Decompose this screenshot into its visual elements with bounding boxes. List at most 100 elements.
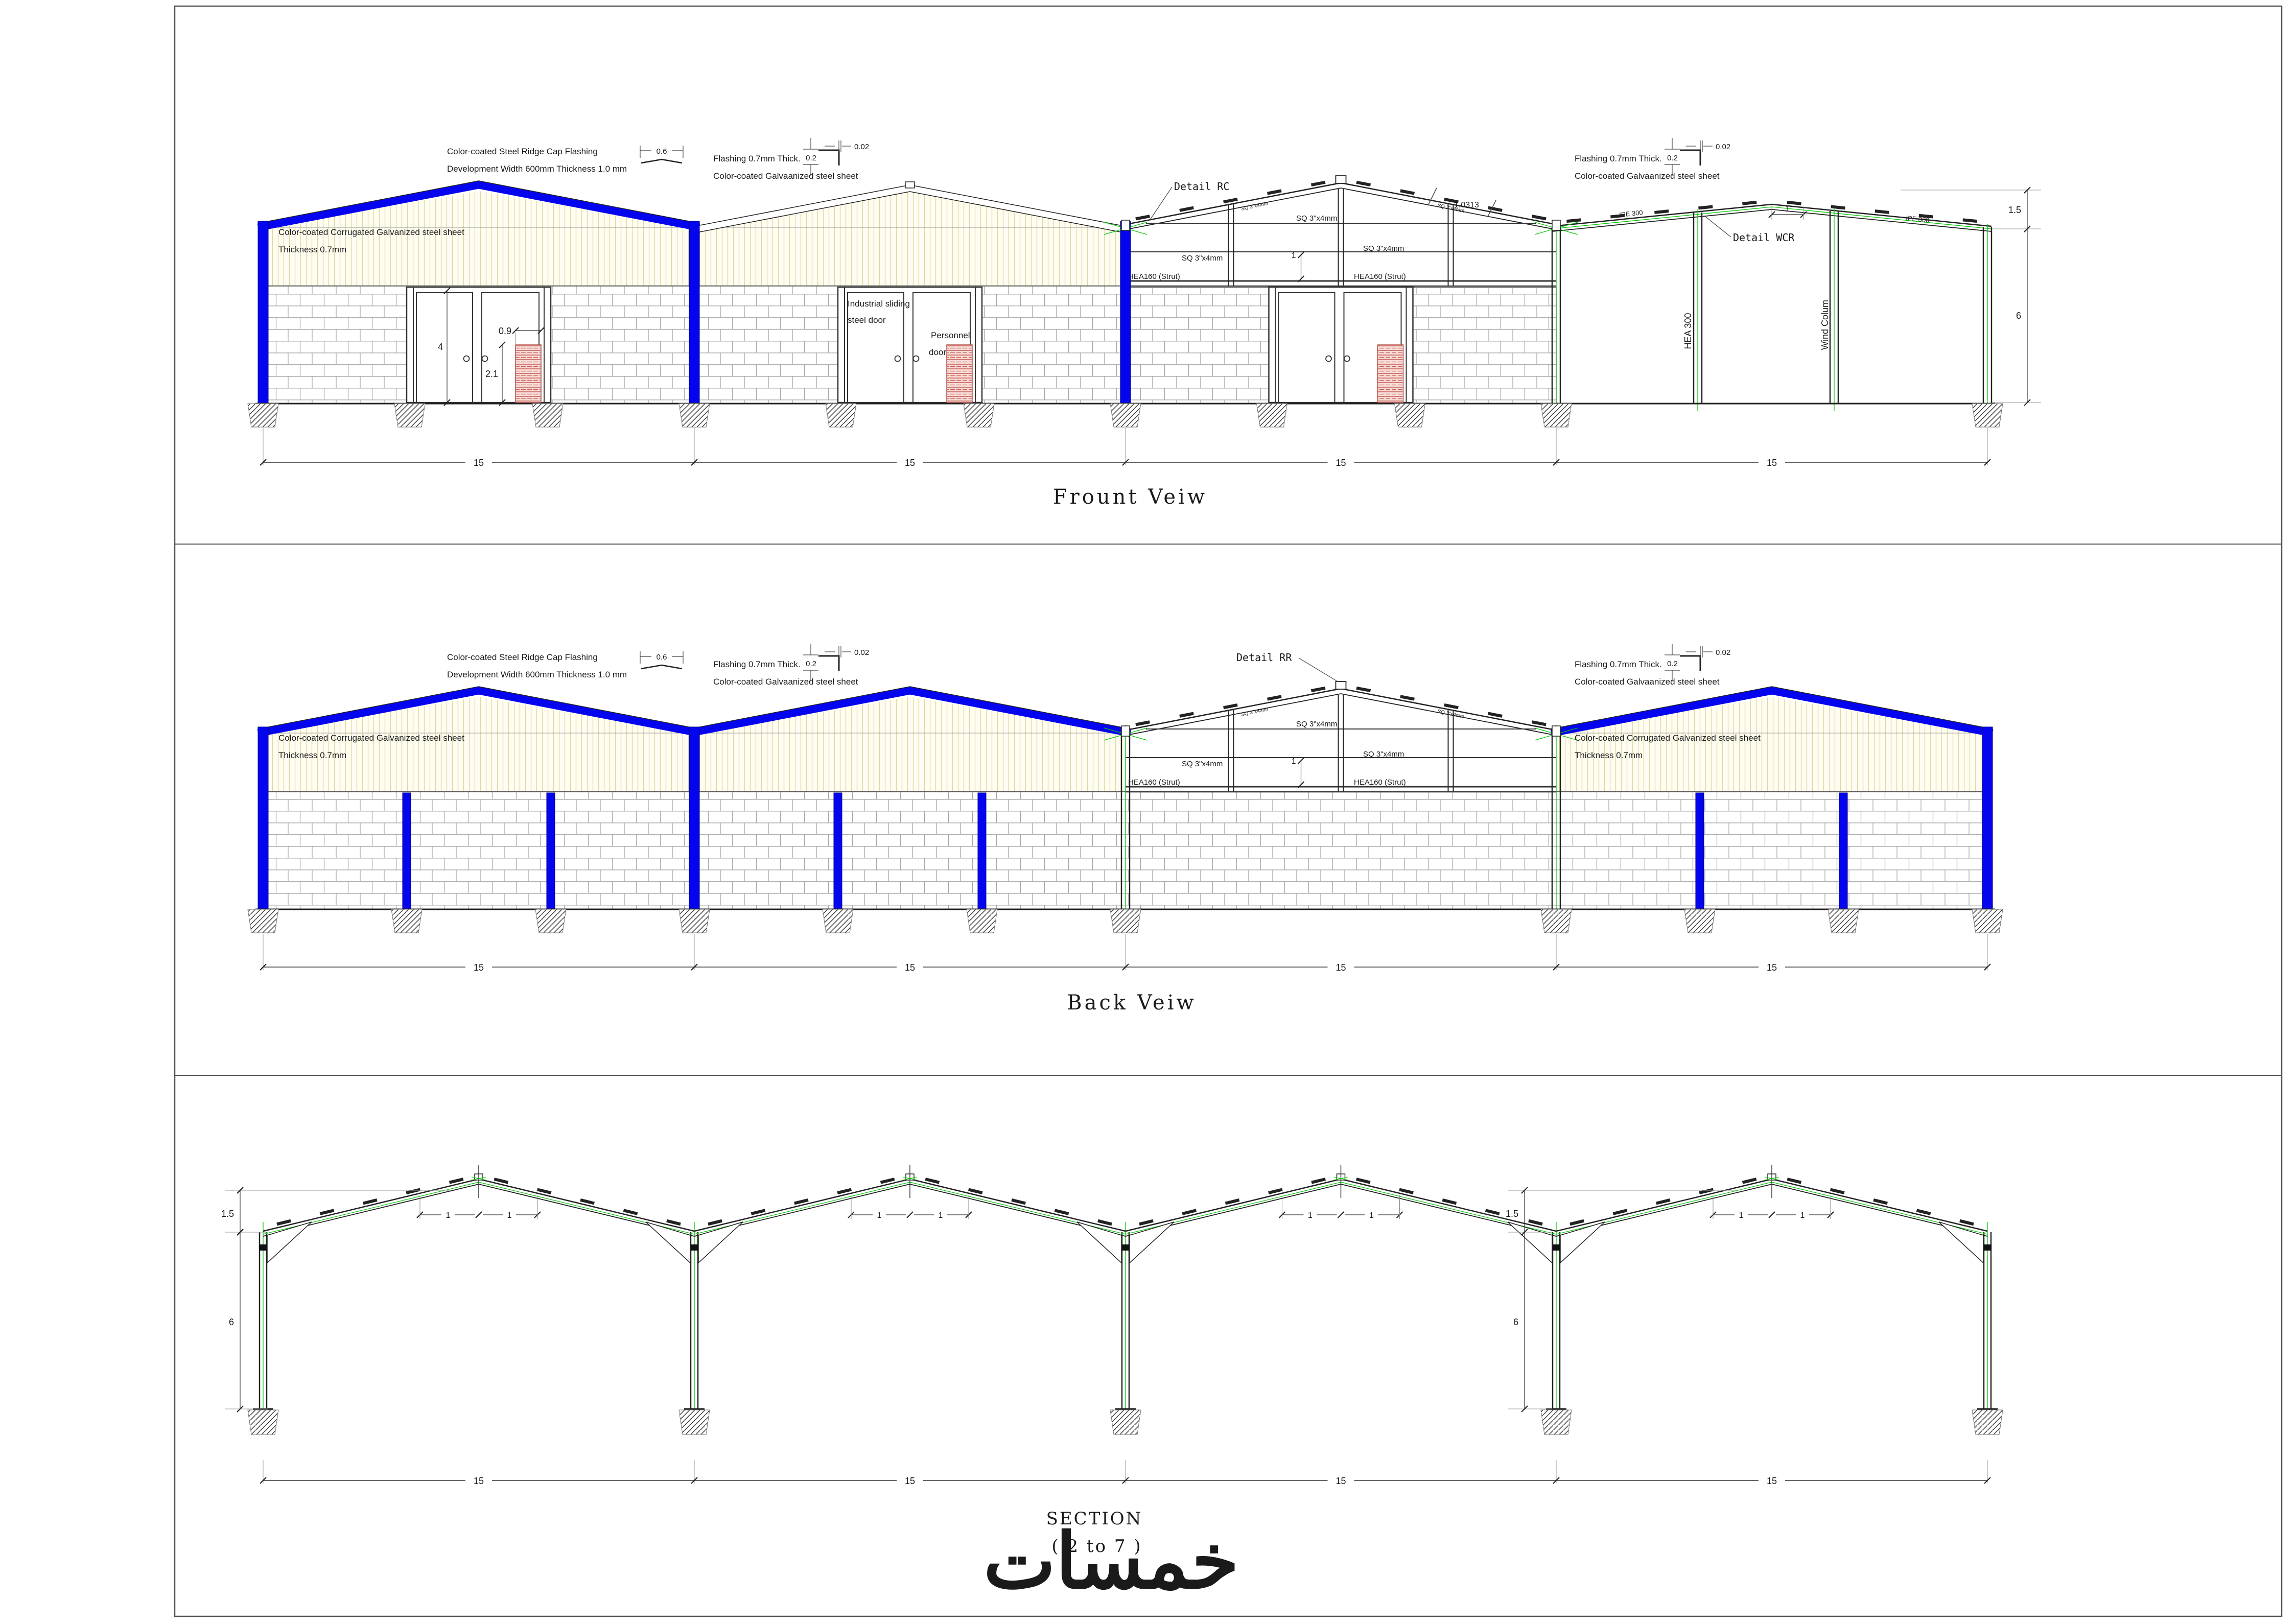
watermark-text: خمسات [983, 1518, 1239, 1604]
rafter [478, 1178, 695, 1232]
dim-tick [1297, 251, 1305, 258]
dim-tick [1122, 1477, 1129, 1484]
purlin-block [1400, 695, 1415, 701]
one-meter-dim: 1 [939, 1211, 943, 1220]
foundation-block [1972, 403, 2003, 428]
ipe300-label: IPE 300 [1619, 208, 1644, 219]
foundation-block [678, 1409, 710, 1435]
dim-tick [691, 963, 698, 971]
detail-wcr-callout: Detail WCR [1733, 231, 1795, 244]
dim-gap [1327, 1473, 1354, 1486]
flashing-profile [818, 655, 840, 671]
wall-cladding [263, 227, 695, 287]
bay-dimension: 15 [1767, 962, 1777, 973]
wall-sheet-note: Color-coated Corrugated Galvanized steel… [1575, 733, 1761, 743]
purlin-block [1268, 1188, 1283, 1195]
dim-tick [2024, 186, 2031, 194]
dim-tick [1521, 1405, 1528, 1413]
purlin-block [276, 1219, 291, 1226]
foundation-block [1828, 909, 1859, 933]
ridge-cap-note: Development Width 600mm Thickness 1.0 mm [447, 164, 627, 174]
purlin-block [1310, 686, 1326, 693]
rise-dim: 1.5 [1506, 1209, 1518, 1219]
one-meter-dim: 1 [1292, 251, 1296, 260]
valley-gusset [1121, 725, 1130, 737]
bay-dimension: 15 [905, 458, 915, 468]
roof-band-blue [257, 687, 700, 737]
purlin-block [363, 1198, 378, 1205]
ridge-cap-profile [641, 158, 683, 164]
door-handle [481, 355, 488, 362]
one-meter-dim: 1 [1308, 1211, 1313, 1220]
ridge-cap-note: Color-coated Steel Ridge Cap Flashing [447, 147, 598, 156]
flashing-note: Color-coated Galvaanized steel sheet [713, 171, 858, 181]
leader [1705, 216, 1731, 238]
purlin-block [580, 1198, 595, 1205]
rafter-purlin-label: SQ 3"x4mm [1240, 201, 1269, 212]
purlin-block [1355, 1178, 1371, 1184]
dim-tick [260, 1477, 267, 1484]
roof-band-edge [257, 686, 700, 729]
flashing-profile [818, 149, 840, 166]
one-meter-dim: 1 [1369, 1211, 1374, 1220]
valley-gusset [1552, 220, 1561, 231]
haunch [1076, 1221, 1122, 1264]
sq-purlin-label: SQ 3"x4mm [1182, 254, 1223, 263]
dim-tick [1487, 200, 1496, 217]
dim-tick [443, 399, 451, 406]
gable-cladding [263, 697, 694, 733]
dim-tick [1521, 1187, 1528, 1194]
flashing-note: Color-coated Galvaanized steel sheet [1575, 677, 1720, 687]
sheet-border [174, 5, 2283, 1617]
dim-tick [499, 341, 506, 348]
wall-sheet-note: Thickness 0.7mm [1575, 750, 1643, 760]
one-meter-dim: 1 [1292, 757, 1296, 766]
purlin-block [1873, 1198, 1888, 1205]
dim-tick [1122, 963, 1129, 971]
foundation-block [247, 403, 279, 428]
roof-outline [689, 191, 1131, 234]
purlin-block [1528, 1219, 1543, 1226]
door-handle [912, 355, 920, 362]
strut-label: HEA160 (Strut) [1128, 272, 1180, 281]
purlin-block [1225, 1198, 1240, 1205]
one-meter-dim: 1 [446, 1211, 451, 1220]
personnel-door [515, 344, 542, 403]
dim-tick [475, 1211, 482, 1218]
flashing-note: Flashing 0.7mm Thick. [713, 660, 801, 669]
roof-band-blue [1550, 687, 1994, 737]
dim-tick [1553, 459, 1560, 466]
rafter [263, 1178, 479, 1232]
purlin-block [1962, 218, 1977, 223]
one-meter-dim: 1 [1739, 1211, 1744, 1220]
purlin-block [1654, 209, 1669, 214]
purlin-block [494, 1178, 509, 1184]
door-handle [463, 355, 470, 362]
valley-gusset [1552, 725, 1561, 737]
purlin-block [449, 1178, 464, 1184]
outer-border [174, 5, 2283, 1617]
detail-rc-callout: Detail RC [1174, 180, 1229, 193]
flashing-note: Flashing 0.7mm Thick. [713, 154, 801, 163]
dim-tick [1337, 1211, 1345, 1218]
purlin-block [1097, 1219, 1112, 1226]
dim-gap [1759, 1473, 1785, 1486]
flashing-dim-02: 0.2 [806, 660, 816, 668]
purlin-spacing-dim: 1.0313 [1454, 201, 1479, 209]
dim-gap [503, 1208, 516, 1219]
flashing-dim-002: 0.02 [1716, 648, 1730, 657]
purlin-block [1011, 1198, 1026, 1205]
flashing-dim-02: 0.2 [1667, 154, 1678, 162]
dim-gap [465, 455, 492, 467]
dim-tick [260, 963, 267, 971]
foundation-block [1972, 1409, 2003, 1435]
dim-tick [1521, 1229, 1528, 1236]
section-view: خمسات 1 1 1 1 1 1 1 1 1.5 6 1.5 6 15 15 15 15 SECTION ( 2 … [221, 1165, 2003, 1604]
purlin-block [1400, 189, 1415, 195]
purlin-block [1139, 1219, 1154, 1226]
foundation-block [532, 403, 564, 428]
purlin-block [1182, 1209, 1197, 1215]
personnel-door-label: door [929, 347, 946, 357]
rise-dim: 1.5 [2008, 205, 2021, 215]
